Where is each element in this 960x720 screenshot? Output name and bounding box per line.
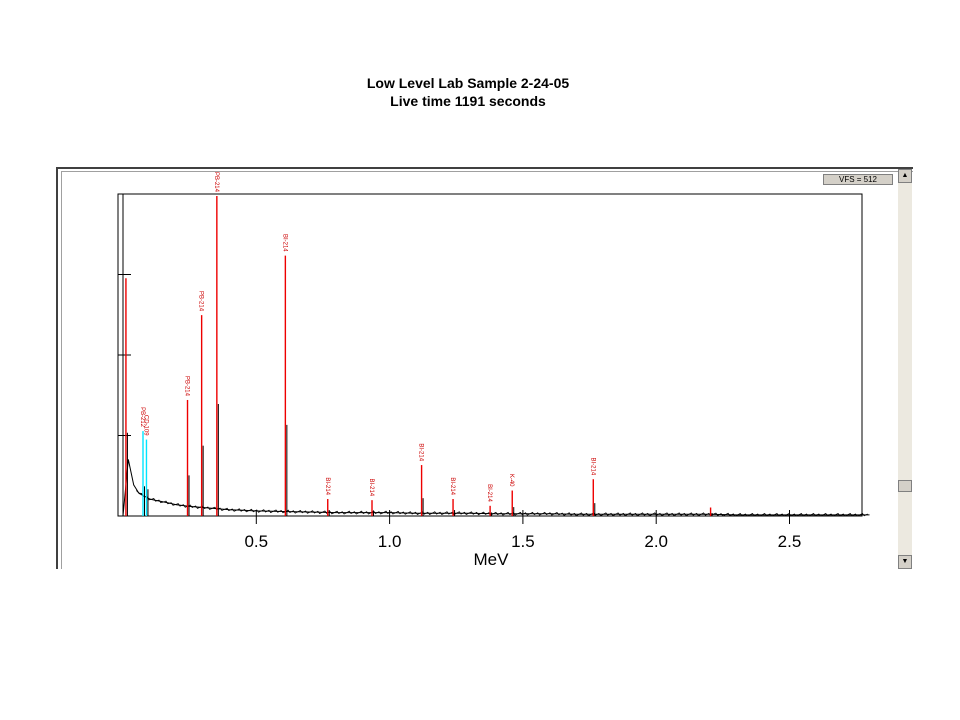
peak-label: BI-214 xyxy=(449,477,455,495)
chart-title: Low Level Lab Sample 2-24-05 xyxy=(366,75,570,91)
x-axis: 0.5 1.0 1.5 2.0 2.5 xyxy=(244,510,801,551)
peak-label: PB-214 xyxy=(213,172,219,193)
peak-label: BI-214 xyxy=(486,484,492,502)
peak-label: K-40 xyxy=(508,474,514,487)
peak-label: BI-214 xyxy=(368,478,374,496)
x-axis-tick-label: 2.0 xyxy=(644,532,668,551)
peak-label: BI-214 xyxy=(281,234,287,252)
x-axis-tick-label: 2.5 xyxy=(778,532,802,551)
y-axis xyxy=(118,193,131,516)
scroll-thumb[interactable] xyxy=(898,480,912,492)
spectrum-noise xyxy=(136,490,868,517)
scroll-down-button[interactable]: ▼ xyxy=(898,555,912,569)
peak-label: BI-214 xyxy=(589,458,595,476)
peak-label: PB-214 xyxy=(198,291,204,312)
spectrum-window xyxy=(56,167,913,569)
peak-label: BI-214 xyxy=(418,443,424,461)
vfs-indicator: VFS = 512 xyxy=(823,174,893,185)
vertical-scrollbar[interactable] xyxy=(898,169,912,569)
peak-label: CD-109 xyxy=(142,415,148,436)
peak-markers xyxy=(125,196,713,516)
spectrum-window-inner xyxy=(61,171,913,569)
chart-subtitle: Live time 1191 seconds xyxy=(390,93,546,109)
x-axis-title: MeV xyxy=(474,550,510,569)
x-axis-tick-label: 1.5 xyxy=(511,532,535,551)
x-axis-tick-label: 1.0 xyxy=(378,532,402,551)
scroll-up-button[interactable]: ▲ xyxy=(898,169,912,183)
spectrum-series xyxy=(122,459,870,517)
peak-label: BI-214 xyxy=(324,477,330,495)
plot-frame xyxy=(117,193,863,517)
peak-label: PB-214 xyxy=(184,376,190,397)
peak-label: PB-212 xyxy=(139,407,145,428)
x-axis-tick-label: 0.5 xyxy=(244,532,268,551)
chart-title-block: Low Level Lab Sample 2-24-05 Live time 1… xyxy=(0,74,936,110)
spectrum-line xyxy=(122,459,870,517)
